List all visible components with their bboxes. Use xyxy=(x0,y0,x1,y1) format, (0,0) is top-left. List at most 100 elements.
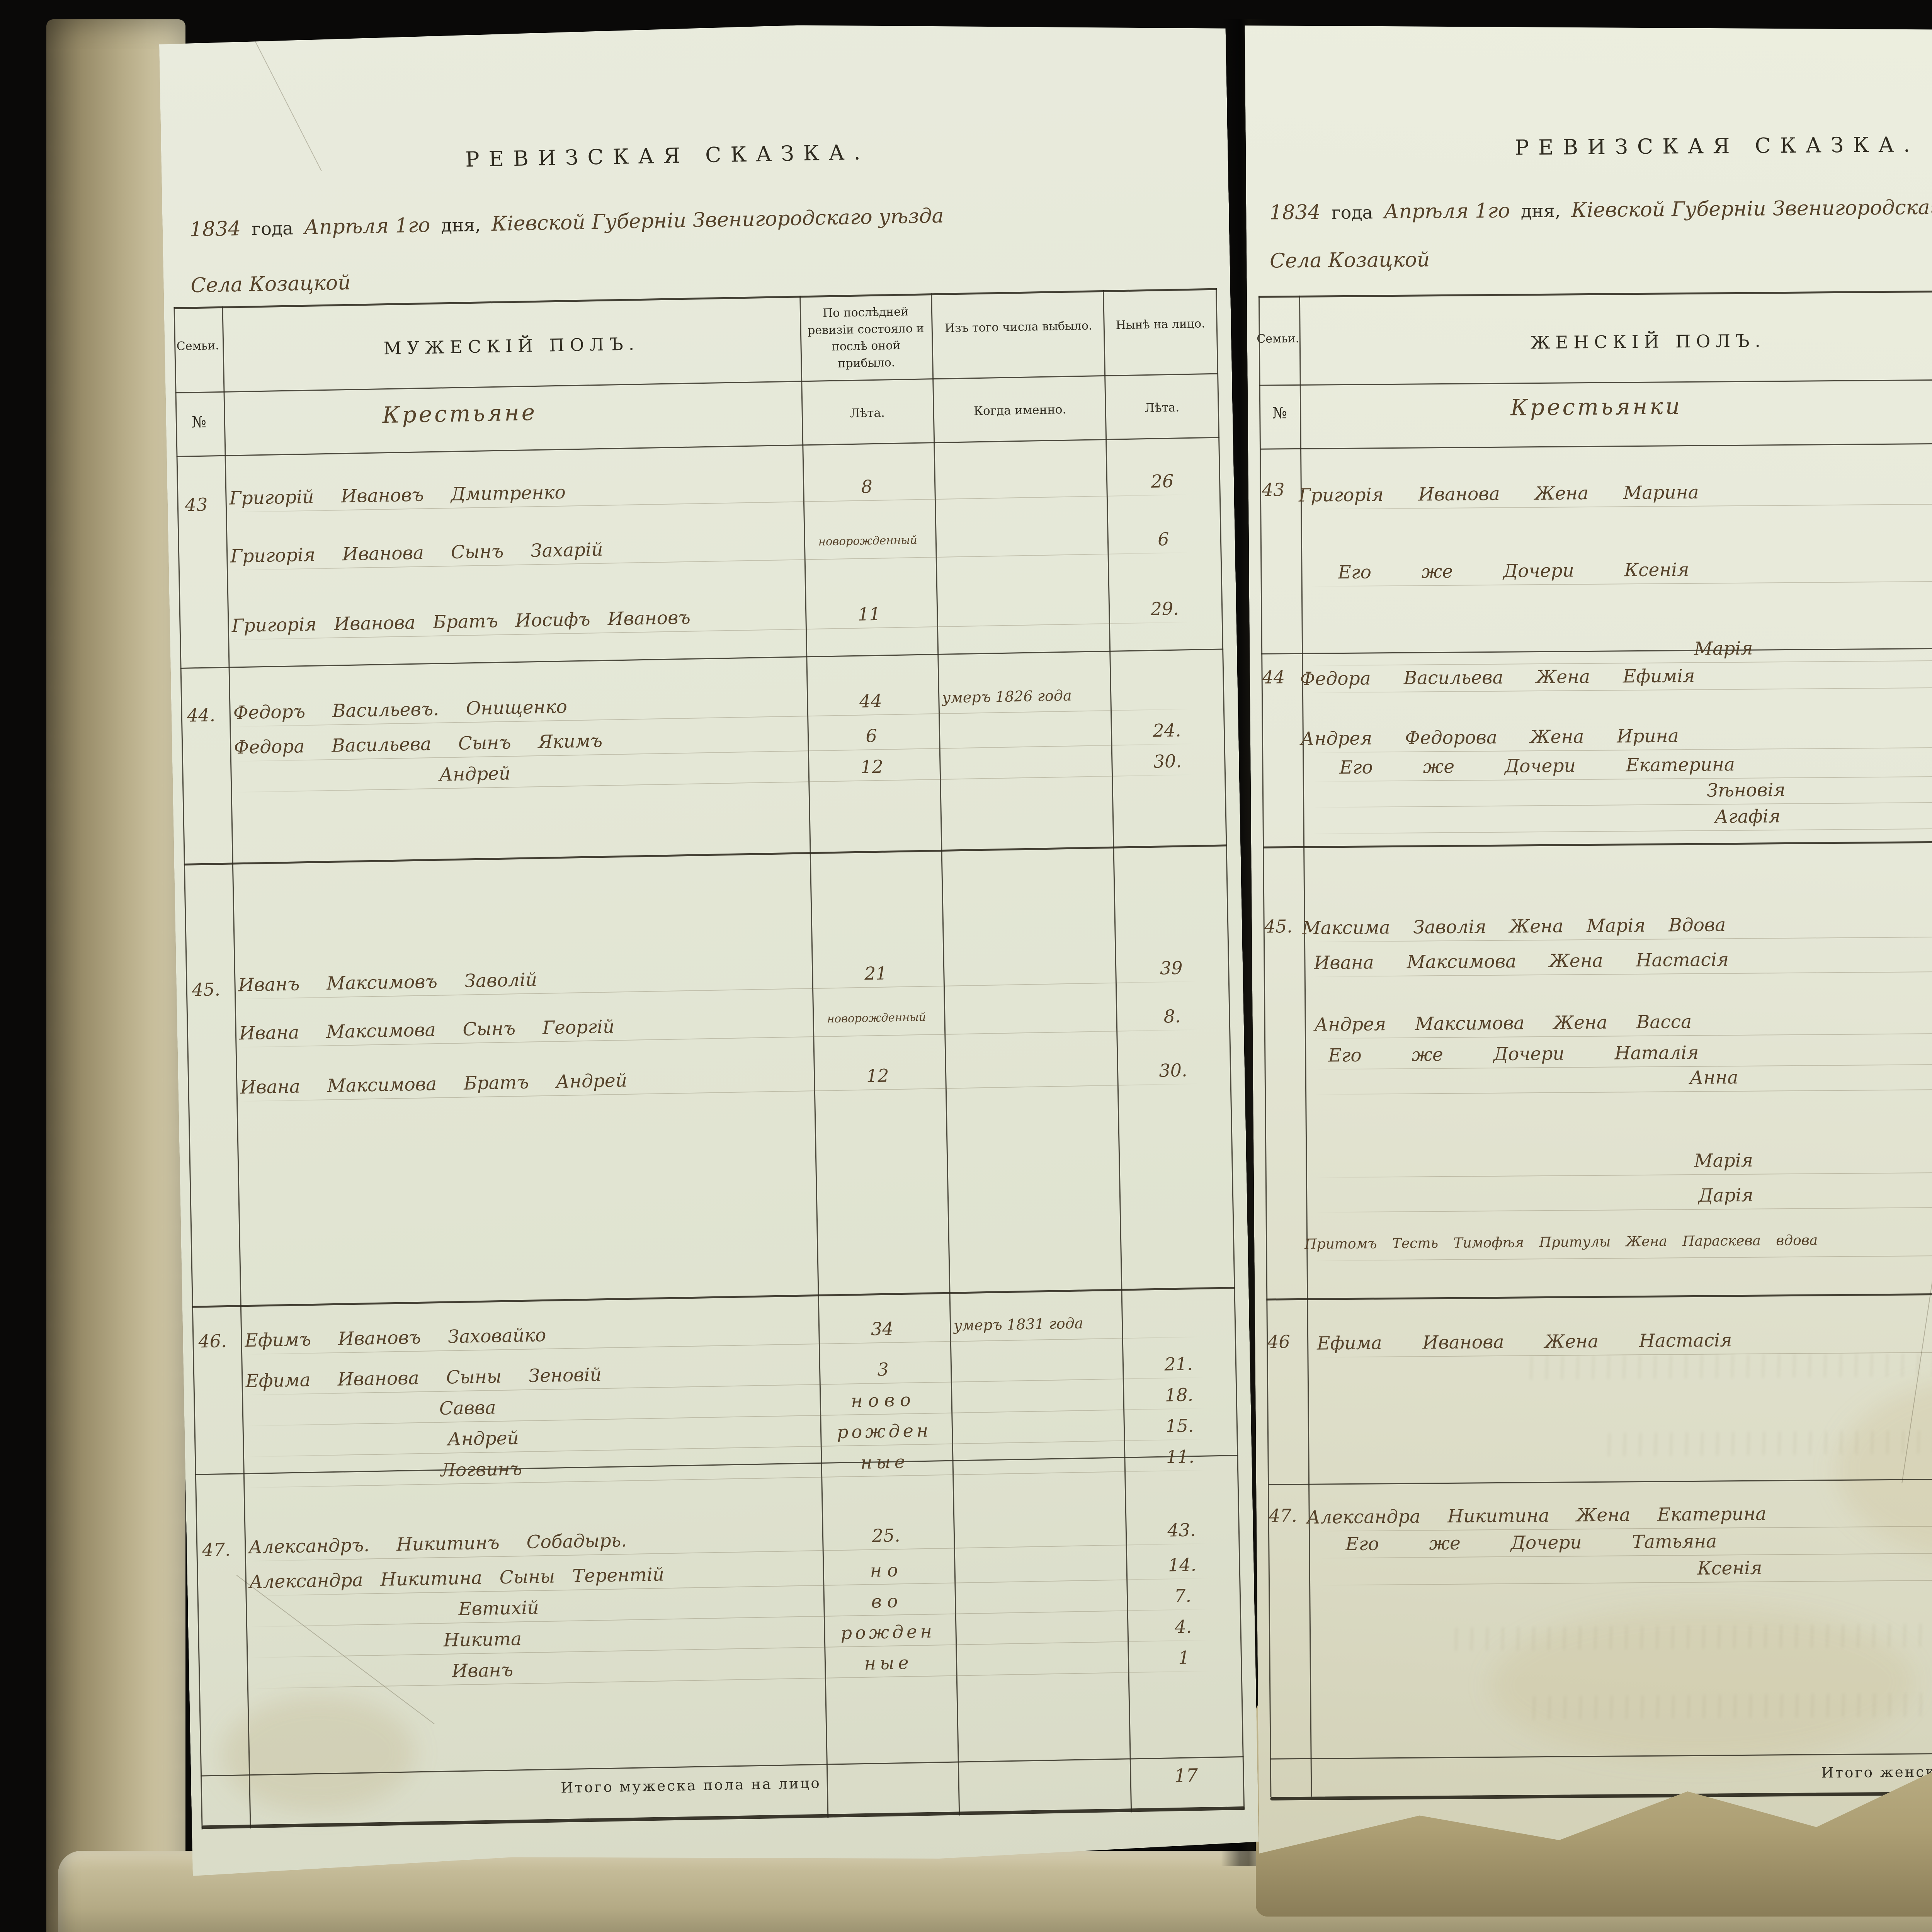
bleedthrough-text xyxy=(1528,1693,1932,1719)
grid-line xyxy=(1260,440,1932,450)
previous-age-note: во xyxy=(871,1590,903,1612)
record-line: Максима Заволія Жена Марія Вдова 72. xyxy=(1252,910,1932,949)
date-month-day: Апрѣля 1го xyxy=(1383,199,1510,224)
person-name: Андрей xyxy=(439,763,511,786)
record-line: Григорія Иванова Жена Марина 25. xyxy=(1248,477,1932,516)
person-name: Его же Дочери Екатерина xyxy=(1339,754,1735,779)
current-age: 8. xyxy=(1163,1005,1181,1027)
bleedthrough-text xyxy=(1451,1623,1932,1651)
previous-age-note: новорожденный xyxy=(827,1010,926,1026)
column-header-number: № xyxy=(191,413,207,432)
current-age: 21. xyxy=(1164,1353,1193,1375)
date-region: Кіевской Губерніи Звенигородскаго уѣзда xyxy=(491,204,944,236)
record-line: Дарія 1. xyxy=(1254,1180,1932,1219)
previous-age: 8 xyxy=(861,476,873,497)
record-line: Ивана Максимова Братъ Андрей 12 30. xyxy=(178,1059,1245,1109)
village-name: Села Козацкой xyxy=(190,271,351,298)
previous-age: 21 xyxy=(864,963,888,984)
previous-age: 11 xyxy=(857,603,881,625)
column-header-age2: Лѣта. xyxy=(1144,400,1180,415)
date-line: 1834 года Апрѣля 1го дня, Кіевской Губерніи … xyxy=(189,204,955,241)
person-name: Григорія Иванова Жена Марина xyxy=(1298,481,1699,506)
bleedthrough-text xyxy=(1604,1429,1932,1456)
grid-line xyxy=(176,437,1219,457)
person-name: Федора Васильева Сынъ Якимъ xyxy=(233,730,603,759)
column-header-present: Нынѣ на лицо. xyxy=(1116,317,1206,332)
person-name: Ефима Иванова Сыны Зеновій xyxy=(245,1364,602,1392)
person-name: Григорій Ивановъ Дмитренко xyxy=(229,481,566,509)
current-age: 24. xyxy=(1152,719,1182,741)
record-line: Григорій Ивановъ Дмитренко 8 26 xyxy=(167,469,1234,520)
grid-line xyxy=(201,1806,1245,1829)
grid-line xyxy=(192,1287,1235,1308)
current-age: 43. xyxy=(1167,1519,1196,1541)
grid-line xyxy=(1259,288,1932,298)
person-name: Марія xyxy=(1694,1150,1753,1172)
current-age: 7. xyxy=(1174,1585,1192,1607)
person-name: Савва xyxy=(439,1397,496,1419)
person-name: Притомъ Тесть Тимофѣя Притулы Жена Парас… xyxy=(1304,1232,1818,1252)
person-name: Евтихій xyxy=(458,1597,539,1620)
current-age: 30. xyxy=(1153,750,1182,772)
grid-line xyxy=(1268,1476,1932,1485)
person-name: Ефима Иванова Жена Настасія xyxy=(1316,1330,1732,1354)
record-line: Григорія Иванова Братъ Иосифъ Ивановъ 11… xyxy=(170,597,1236,648)
grid-line xyxy=(184,844,1227,865)
current-age: 1 xyxy=(1178,1647,1190,1668)
record-line: Ефимъ Ивановъ Заховайко 34 умеръ 1831 го… xyxy=(183,1312,1250,1362)
record-line: Григорія Иванова Сынъ Захарій новорожден… xyxy=(168,527,1235,578)
date-day-word: дня, xyxy=(1520,200,1561,222)
current-age: 6 xyxy=(1157,529,1170,550)
current-age: 18. xyxy=(1165,1384,1194,1406)
person-name: Ивана Максимова Братъ Андрей xyxy=(240,1070,628,1099)
person-name: Никита xyxy=(443,1628,522,1651)
previous-age-note: ные xyxy=(864,1652,913,1674)
previous-age-note: ново xyxy=(850,1389,917,1412)
record-line: Ефима Иванова Жена Настасія 49. xyxy=(1255,1325,1932,1364)
date-month-day: Апрѣля 1го xyxy=(304,213,430,239)
column-header-revision: По послѣдней ревизіи состояло и послѣ он… xyxy=(807,305,924,371)
total-label: Итого женска пола на лицо xyxy=(1821,1763,1932,1781)
previous-age: 25. xyxy=(871,1525,901,1546)
page-title: РЕВИЗСКАЯ СКАЗКА. xyxy=(465,140,870,172)
previous-age: 6 xyxy=(865,725,878,747)
village-name: Села Козацкой xyxy=(1269,248,1430,273)
left-page-stack-edge xyxy=(46,19,185,1932)
departure-note: умеръ 1831 года xyxy=(953,1315,1083,1334)
current-age: 4. xyxy=(1175,1616,1192,1638)
departure-note: умеръ 1826 года xyxy=(942,687,1072,706)
village-line: Села Козацкой xyxy=(190,271,362,297)
person-name: Дарія xyxy=(1698,1184,1753,1206)
previous-age-note: рожден xyxy=(840,1621,935,1644)
column-header-gender: ЖЕНСКІЙ ПОЛЪ. xyxy=(1530,330,1766,353)
person-name: Федоръ Васильевъ. Онищенко xyxy=(233,696,568,724)
previous-age-note: но xyxy=(870,1560,904,1581)
previous-age-note: рожден xyxy=(837,1420,932,1443)
current-age: 30. xyxy=(1158,1060,1188,1081)
previous-age: 34 xyxy=(871,1318,894,1340)
date-year-word: года xyxy=(1331,202,1373,223)
grid-line xyxy=(1266,1291,1932,1301)
person-name: Марія xyxy=(1694,638,1753,660)
date-region: Кіевской Губерніи Звенигородскаго уѣзда xyxy=(1571,196,1932,222)
column-header-family: Семьи. xyxy=(176,338,219,353)
person-name: Андрей xyxy=(447,1427,519,1450)
person-name: Федора Васильева Жена Ефимія xyxy=(1300,665,1695,690)
grid-line xyxy=(180,648,1224,668)
person-name: Григорія Иванова Братъ Иосифъ Ивановъ xyxy=(231,607,691,637)
column-header-group: Крестьянки xyxy=(1510,393,1682,421)
grid-line xyxy=(1259,377,1932,386)
previous-age: 12 xyxy=(866,1065,889,1087)
date-year-word: года xyxy=(251,218,294,240)
total-label: Итого мужеска пола на лицо xyxy=(560,1775,821,1796)
person-name: Его же Дочери Наталія xyxy=(1328,1042,1699,1066)
left-page: РЕВИЗСКАЯ СКАЗКА. 1834 года Апрѣля 1го дня,… xyxy=(159,17,1259,1876)
grid-line xyxy=(1263,838,1932,849)
crease-line xyxy=(230,0,322,171)
total-value: 17 xyxy=(1174,1765,1198,1787)
person-name: Ефимъ Ивановъ Заховайко xyxy=(244,1324,546,1352)
person-name: Александра Никитина Сыны Терентій xyxy=(249,1564,665,1593)
person-name: Ксенія xyxy=(1697,1557,1762,1579)
person-name: Его же Дочери Ксенія xyxy=(1338,559,1689,583)
